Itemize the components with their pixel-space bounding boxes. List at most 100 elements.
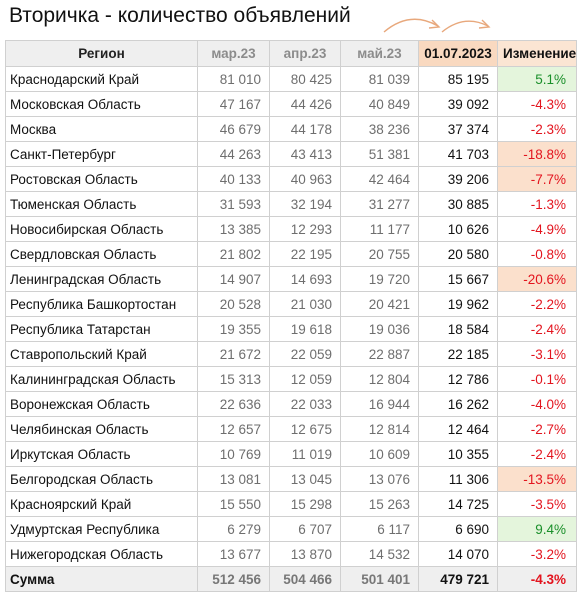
may-cell: 16 944 bbox=[340, 391, 419, 417]
change-cell: -7.7% bbox=[497, 166, 577, 192]
table-row: Ростовская Область 40 133 40 963 42 464 39 2… bbox=[5, 166, 577, 192]
mar-cell: 13 081 bbox=[197, 466, 270, 492]
may-cell: 31 277 bbox=[340, 191, 419, 217]
change-cell: -3.2% bbox=[497, 541, 577, 567]
table-row: Воронежская Область 22 636 22 033 16 944 16 … bbox=[5, 391, 577, 417]
current-cell: 15 667 bbox=[418, 266, 498, 292]
change-cell: -2.3% bbox=[497, 116, 577, 142]
mar-cell: 20 528 bbox=[197, 291, 270, 317]
region-cell: Краснодарский Край bbox=[5, 66, 198, 92]
current-cell: 16 262 bbox=[418, 391, 498, 417]
column-header-current[interactable]: 01.07.2023 bbox=[418, 40, 498, 67]
region-cell: Челябинская Область bbox=[5, 416, 198, 442]
total-row: Сумма 512 456 504 466 501 401 479 721 -4… bbox=[5, 566, 577, 592]
region-cell: Белгородская Область bbox=[5, 466, 198, 492]
apr-cell: 22 033 bbox=[269, 391, 341, 417]
mar-cell: 14 907 bbox=[197, 266, 270, 292]
may-cell: 14 532 bbox=[340, 541, 419, 567]
column-header-change[interactable]: Изменение bbox=[497, 40, 577, 67]
table-row: Нижегородская Область 13 677 13 870 14 532 1… bbox=[5, 541, 577, 567]
arrow-decoration-icon bbox=[383, 18, 491, 33]
region-cell: Москва bbox=[5, 116, 198, 142]
region-cell: Нижегородская Область bbox=[5, 541, 198, 567]
mar-cell: 47 167 bbox=[197, 91, 270, 117]
may-cell: 15 263 bbox=[340, 491, 419, 517]
region-cell: Иркутская Область bbox=[5, 441, 198, 467]
change-cell: -4.0% bbox=[497, 391, 577, 417]
total-change: -4.3% bbox=[497, 566, 577, 592]
current-cell: 41 703 bbox=[418, 141, 498, 167]
table-row: Удмуртская Республика 6 279 6 707 6 117 6 69… bbox=[5, 516, 577, 542]
apr-cell: 12 675 bbox=[269, 416, 341, 442]
table-row: Московская Область 47 167 44 426 40 849 39 0… bbox=[5, 91, 577, 117]
region-cell: Удмуртская Республика bbox=[5, 516, 198, 542]
apr-cell: 13 870 bbox=[269, 541, 341, 567]
may-cell: 12 814 bbox=[340, 416, 419, 442]
table-row: Свердловская Область 21 802 22 195 20 755 20… bbox=[5, 241, 577, 267]
table-row: Москва 46 679 44 178 38 236 37 374 -2.3% bbox=[5, 116, 577, 142]
total-label: Сумма bbox=[5, 566, 198, 592]
may-cell: 51 381 bbox=[340, 141, 419, 167]
region-cell: Республика Татарстан bbox=[5, 316, 198, 342]
current-cell: 11 306 bbox=[418, 466, 498, 492]
may-cell: 11 177 bbox=[340, 216, 419, 242]
column-header-mar[interactable]: мар.23 bbox=[197, 40, 270, 67]
current-cell: 14 070 bbox=[418, 541, 498, 567]
mar-cell: 21 802 bbox=[197, 241, 270, 267]
column-header-apr[interactable]: апр.23 bbox=[269, 40, 341, 67]
current-cell: 12 464 bbox=[418, 416, 498, 442]
may-cell: 13 076 bbox=[340, 466, 419, 492]
apr-cell: 19 618 bbox=[269, 316, 341, 342]
apr-cell: 6 707 bbox=[269, 516, 341, 542]
table-row: Калининградская Область 15 313 12 059 12 80… bbox=[5, 366, 577, 392]
may-cell: 40 849 bbox=[340, 91, 419, 117]
apr-cell: 40 963 bbox=[269, 166, 341, 192]
region-cell: Воронежская Область bbox=[5, 391, 198, 417]
mar-cell: 22 636 bbox=[197, 391, 270, 417]
mar-cell: 6 279 bbox=[197, 516, 270, 542]
mar-cell: 15 313 bbox=[197, 366, 270, 392]
region-cell: Свердловская Область bbox=[5, 241, 198, 267]
change-cell: -0.8% bbox=[497, 241, 577, 267]
apr-cell: 44 426 bbox=[269, 91, 341, 117]
change-cell: -20.6% bbox=[497, 266, 577, 292]
apr-cell: 44 178 bbox=[269, 116, 341, 142]
change-cell: 5.1% bbox=[497, 66, 577, 92]
change-cell: -3.5% bbox=[497, 491, 577, 517]
region-cell: Санкт-Петербург bbox=[5, 141, 198, 167]
apr-cell: 22 059 bbox=[269, 341, 341, 367]
change-cell: 9.4% bbox=[497, 516, 577, 542]
may-cell: 20 421 bbox=[340, 291, 419, 317]
region-cell: Ленинградская Область bbox=[5, 266, 198, 292]
change-cell: -2.2% bbox=[497, 291, 577, 317]
region-cell: Ростовская Область bbox=[5, 166, 198, 192]
table-row: Республика Башкортостан 20 528 21 030 20 42… bbox=[5, 291, 577, 317]
table-row: Белгородская Область 13 081 13 045 13 076 11… bbox=[5, 466, 577, 492]
current-cell: 18 584 bbox=[418, 316, 498, 342]
table-row: Иркутская Область 10 769 11 019 10 609 10 35… bbox=[5, 441, 577, 467]
mar-cell: 13 677 bbox=[197, 541, 270, 567]
change-cell: -1.3% bbox=[497, 191, 577, 217]
may-cell: 81 039 bbox=[340, 66, 419, 92]
change-cell: -2.7% bbox=[497, 416, 577, 442]
current-cell: 10 626 bbox=[418, 216, 498, 242]
apr-cell: 32 194 bbox=[269, 191, 341, 217]
column-header-region[interactable]: Регион bbox=[5, 40, 198, 67]
apr-cell: 12 293 bbox=[269, 216, 341, 242]
apr-cell: 12 059 bbox=[269, 366, 341, 392]
region-cell: Новосибирская Область bbox=[5, 216, 198, 242]
current-cell: 10 355 bbox=[418, 441, 498, 467]
current-cell: 85 195 bbox=[418, 66, 498, 92]
apr-cell: 13 045 bbox=[269, 466, 341, 492]
column-header-may[interactable]: май.23 bbox=[340, 40, 419, 67]
may-cell: 42 464 bbox=[340, 166, 419, 192]
change-cell: -4.9% bbox=[497, 216, 577, 242]
current-cell: 37 374 bbox=[418, 116, 498, 142]
change-cell: -4.3% bbox=[497, 91, 577, 117]
apr-cell: 22 195 bbox=[269, 241, 341, 267]
table-row: Челябинская Область 12 657 12 675 12 814 12 … bbox=[5, 416, 577, 442]
total-apr: 504 466 bbox=[269, 566, 341, 592]
region-cell: Республика Башкортостан bbox=[5, 291, 198, 317]
total-current: 479 721 bbox=[418, 566, 498, 592]
region-cell: Московская Область bbox=[5, 91, 198, 117]
